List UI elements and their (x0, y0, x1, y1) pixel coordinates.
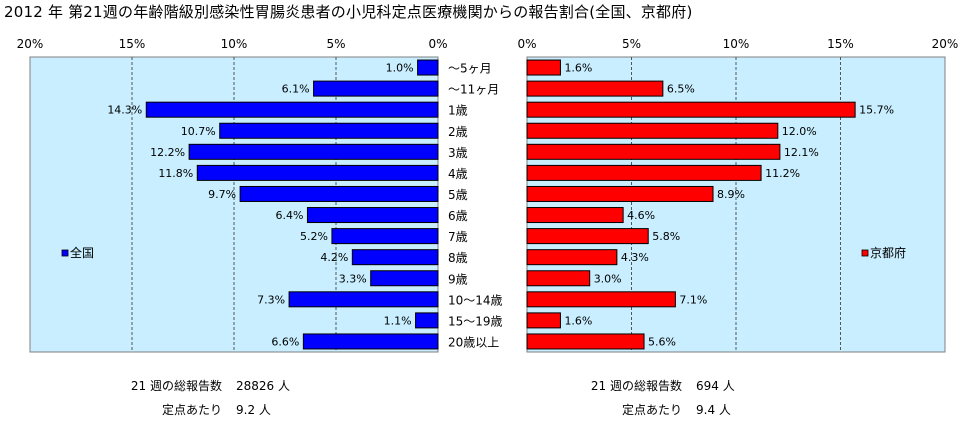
bar (526, 59, 561, 76)
data-label: 6.1% (282, 83, 310, 96)
legend-swatch (861, 249, 869, 257)
data-label: 4.3% (621, 251, 649, 264)
bar (370, 270, 439, 287)
bar (526, 101, 856, 118)
data-label: 3.0% (594, 272, 622, 285)
total-reports-value: 28826 人 (236, 379, 290, 393)
data-label: 6.4% (275, 209, 303, 222)
category-label: 1歳 (448, 104, 468, 118)
category-label: 6歳 (448, 209, 468, 223)
bar (188, 143, 439, 160)
category-label: 2歳 (448, 125, 468, 139)
right-chart-kyoto: 0% 5% 10% 15% 20% 1.6% 6.5% 15.7% 12.0% 12.1% 11.2… (517, 37, 959, 353)
bar (331, 228, 439, 245)
bar (526, 164, 762, 181)
data-label: 5.6% (648, 335, 676, 348)
bar (526, 185, 714, 202)
bar (415, 312, 439, 329)
per-site-label: 定点あたり (161, 403, 222, 417)
category-label: 15～19歳 (448, 314, 503, 328)
legend-label: 京都府 (870, 245, 906, 260)
bar (351, 249, 439, 266)
total-reports-value: 694 人 (696, 379, 735, 393)
bar (306, 207, 439, 224)
data-label: 12.2% (150, 146, 185, 159)
data-label: 12.1% (784, 146, 819, 159)
data-label: 7.1% (679, 293, 707, 306)
x-tick-label: 20% (932, 37, 959, 51)
data-label: 11.8% (158, 167, 193, 180)
bar (288, 291, 439, 308)
data-label: 1.6% (564, 62, 592, 75)
total-reports-label: 21 週の総報告数 (130, 379, 222, 393)
data-label: 9.7% (208, 188, 236, 201)
bar (196, 164, 439, 181)
data-label: 15.7% (859, 104, 894, 117)
data-label: 10.7% (181, 125, 216, 138)
data-label: 3.3% (339, 272, 367, 285)
category-label: 3歳 (448, 146, 468, 160)
stats-kyoto: 21 週の総報告数 694 人 定点あたり 9.4 人 (570, 378, 735, 418)
data-label: 14.3% (107, 104, 142, 117)
data-label: 1.1% (384, 314, 412, 327)
category-label: 20歳以上 (448, 335, 499, 349)
category-label: 5歳 (448, 188, 468, 202)
legend-swatch (61, 249, 69, 257)
stats-zenkoku: 21 週の総報告数 28826 人 定点あたり 9.2 人 (110, 378, 290, 418)
x-tick-label: 5% (622, 37, 641, 51)
bar (302, 333, 439, 350)
x-tick-label: 10% (221, 37, 248, 51)
x-tick-label: 5% (326, 37, 345, 51)
data-label: 6.6% (271, 335, 299, 348)
data-label: 8.9% (717, 188, 745, 201)
x-tick-label: 15% (827, 37, 854, 51)
per-site-value: 9.2 人 (236, 403, 271, 417)
bar (239, 185, 439, 202)
category-label: ～5ヶ月 (448, 62, 492, 76)
bar (526, 228, 649, 245)
left-chart-zenkoku: 20% 15% 10% 5% 0% 1.0% 6.1% 14.3% 10.7% 12.2% 11.8… (17, 37, 448, 353)
bar (526, 249, 618, 266)
x-tick-label: 0% (517, 37, 536, 51)
data-label: 4.6% (627, 209, 655, 222)
category-label: ～11ヶ月 (448, 83, 499, 97)
data-label: 7.3% (257, 293, 285, 306)
x-tick-label: 10% (723, 37, 750, 51)
bar (526, 207, 624, 224)
category-label: 4歳 (448, 167, 468, 181)
legend-label: 全国 (70, 245, 94, 260)
bar (526, 80, 664, 97)
category-label: 9歳 (448, 272, 468, 286)
bar (526, 122, 779, 139)
category-label: 10～14歳 (448, 293, 503, 307)
bar (417, 59, 439, 76)
total-reports-label: 21 週の総報告数 (590, 379, 682, 393)
category-label: 8歳 (448, 251, 468, 265)
data-label: 6.5% (667, 83, 695, 96)
data-label: 11.2% (765, 167, 800, 180)
data-label: 12.0% (782, 125, 817, 138)
category-label: 7歳 (448, 230, 468, 244)
data-label: 5.2% (300, 230, 328, 243)
x-tick-label: 20% (17, 37, 44, 51)
data-label: 1.6% (564, 314, 592, 327)
bar (526, 333, 645, 350)
bar (526, 312, 561, 329)
x-tick-label: 0% (428, 37, 447, 51)
bar (145, 101, 439, 118)
data-label: 1.0% (386, 62, 414, 75)
bar (219, 122, 439, 139)
per-site-value: 9.4 人 (696, 403, 731, 417)
bar (313, 80, 439, 97)
x-tick-label: 15% (119, 37, 146, 51)
category-labels: ～5ヶ月 ～11ヶ月 1歳 2歳 3歳 4歳 5歳 6歳 7歳 8歳 9歳 10～14歳 15～19歳 2… (448, 62, 503, 350)
data-label: 5.8% (652, 230, 680, 243)
data-label: 4.2% (320, 251, 348, 264)
bar (526, 143, 781, 160)
bar (526, 270, 591, 287)
chart-title: 2012 年 第21週の年齢階級別感染性胃腸炎患者の小児科定点医療機関からの報告… (4, 3, 693, 21)
per-site-label: 定点あたり (621, 403, 682, 417)
bar (526, 291, 676, 308)
